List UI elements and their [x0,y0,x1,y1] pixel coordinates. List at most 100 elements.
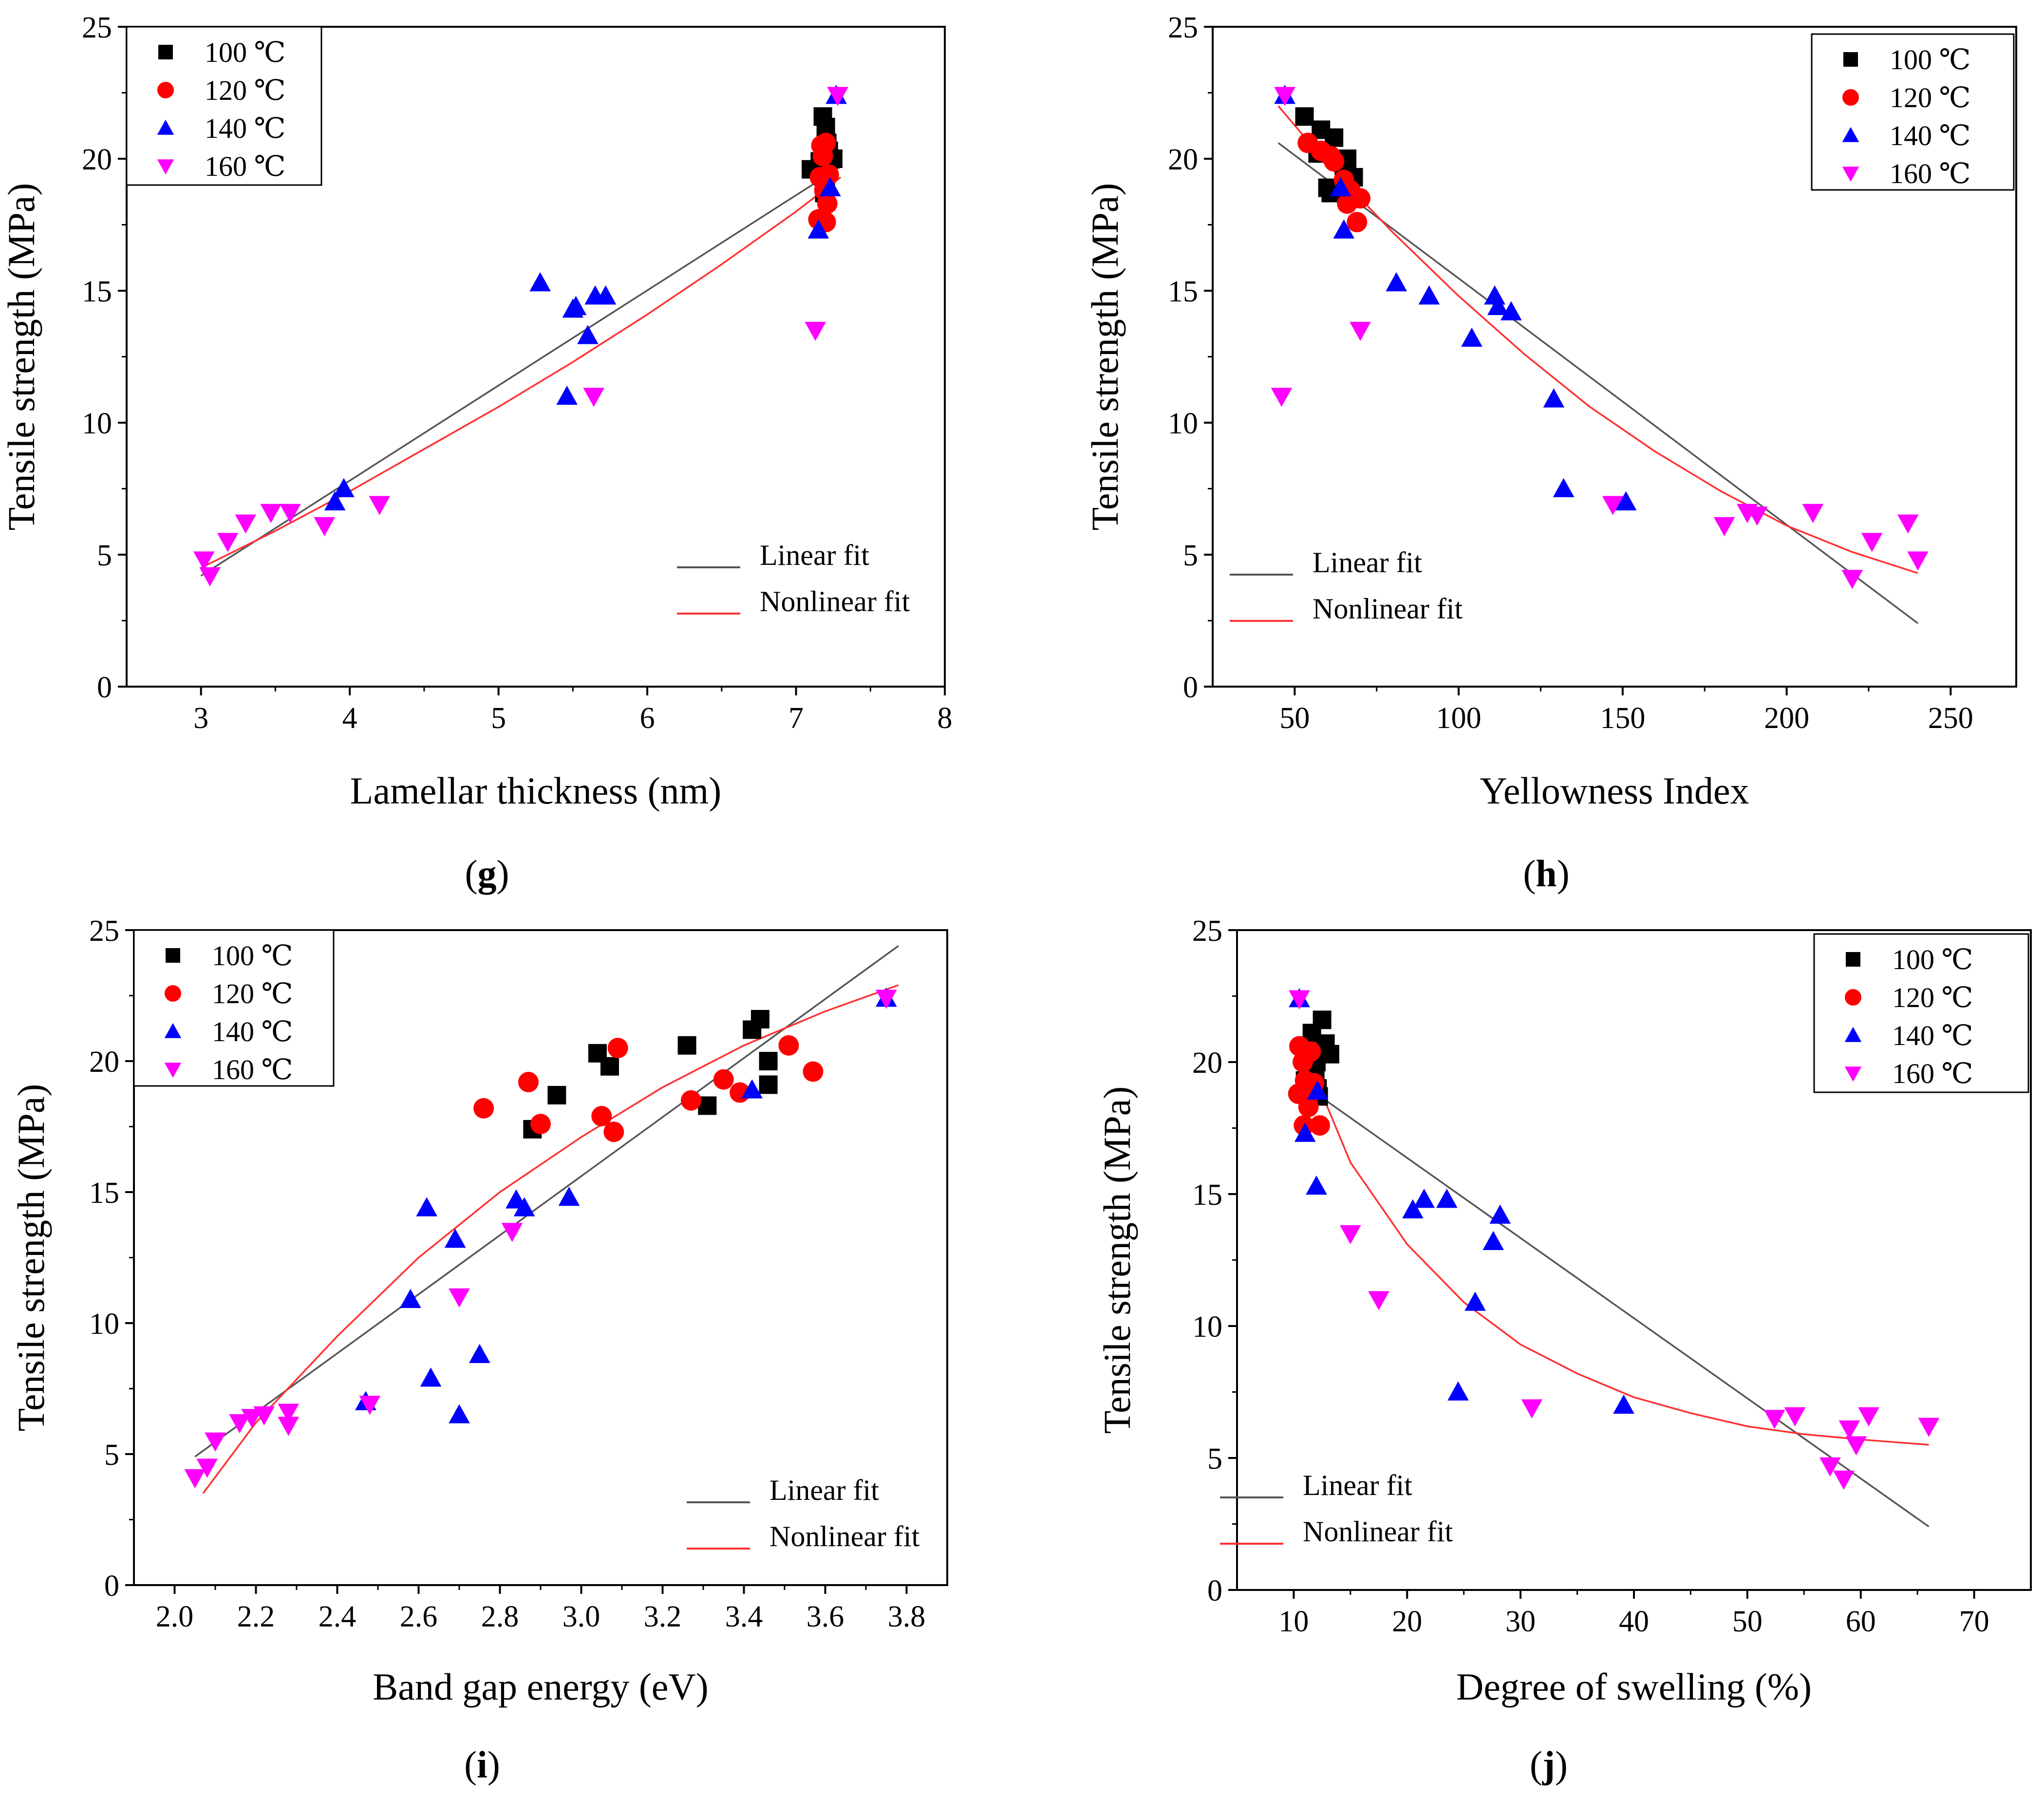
legend-marker-4 [1844,1066,1862,1082]
legend-label: 100 ℃ [1890,44,1970,75]
data-point-1 [1320,1045,1339,1064]
data-point-3 [1413,1188,1435,1208]
data-point-3 [1306,1175,1327,1195]
x-tick-label: 7 [788,702,804,735]
data-point-1 [547,1085,566,1104]
x-tick-label: 3.6 [806,1600,844,1633]
data-point-2 [530,1114,551,1135]
panel-label: (i) [464,1743,500,1786]
data-point-4 [1907,551,1929,571]
y-tick-label: 0 [97,671,112,704]
fit-legend-label: Linear fit [1303,1469,1412,1501]
data-point-1 [677,1036,696,1055]
legend-marker-3 [1842,127,1859,142]
data-point-4 [278,1417,300,1436]
data-point-2 [1337,193,1358,214]
data-point-3 [1436,1188,1458,1208]
data-point-4 [1271,388,1293,407]
y-tick-label: 0 [104,1570,119,1603]
data-point-3 [333,478,355,497]
data-point-3 [807,219,829,239]
data-point-3 [1487,296,1509,315]
data-point-3 [1402,1199,1424,1218]
panel-paren-open: ( [1530,1743,1542,1786]
legend-label: 120 ℃ [212,978,293,1009]
y-tick-label: 20 [1168,143,1198,176]
legend-marker-1 [166,948,180,963]
data-point-4 [1833,1470,1855,1490]
data-point-4 [1521,1399,1543,1419]
y-tick-label: 20 [1192,1046,1222,1080]
x-tick-label: 3 [193,702,208,735]
data-point-4 [359,1396,381,1415]
x-tick-label: 60 [1846,1605,1876,1638]
panel-paren-open: ( [1523,852,1536,895]
x-tick-label: 40 [1619,1605,1649,1638]
y-tick-label: 15 [89,1177,119,1210]
data-point-4 [875,990,897,1009]
chart-panel-g: 0 5 10 15 20 25 3 4 5 6 7 8 Lamellar thickness (nm) T… [0,11,953,895]
data-point-4 [193,551,215,571]
data-point-4 [280,504,301,523]
data-point-4 [1819,1457,1841,1477]
legend-marker-2 [1842,89,1859,106]
data-point-2 [607,1038,628,1059]
data-point-2 [803,1061,824,1082]
fit-legend-label: Linear fit [760,539,869,571]
x-tick-label: 3.8 [888,1600,926,1633]
y-axis-title: Tensile strength (MPa) [10,1084,52,1432]
legend-label: 160 ℃ [212,1054,293,1085]
legend-marker-2 [165,985,181,1002]
data-point-4 [1602,496,1624,515]
panel-label: (j) [1530,1743,1568,1786]
data-point-3 [741,1079,763,1099]
data-point-4 [241,1409,263,1428]
panel-letter: h [1536,852,1556,895]
data-point-3 [1613,1394,1634,1414]
x-tick-label: 3.2 [644,1600,682,1633]
legend-marker-3 [164,1023,182,1038]
x-tick-label: 2.6 [400,1600,438,1633]
chart-panel-j: 0 5 10 15 20 25 10 20 30 40 50 60 70 Degree of swelli… [1096,915,2032,1786]
x-tick-label: 8 [938,702,953,735]
x-tick-label: 50 [1732,1605,1763,1638]
data-point-3 [1447,1381,1469,1401]
data-point-2 [713,1069,734,1090]
linear-fit-line [194,945,899,1458]
data-point-3 [420,1367,442,1387]
data-point-2 [809,167,830,187]
nonlinear-fit-line [200,176,842,569]
panel-letter: g [478,852,497,895]
y-tick-label: 10 [1192,1310,1222,1344]
data-point-2 [1309,1115,1330,1136]
panel-label: (h) [1523,852,1569,895]
data-point-4 [1713,517,1735,537]
data-point-4 [805,321,826,341]
chart-panel-h: 0 5 10 15 20 25 50 100 150 200 250 Yellowness Index… [1084,11,2017,895]
y-tick-label: 25 [1168,11,1198,44]
panel-letter: i [477,1743,488,1786]
x-tick-label: 10 [1278,1605,1309,1638]
y-tick-label: 0 [1183,671,1198,704]
x-tick-label: 3.4 [725,1600,763,1633]
fit-legend-label: Nonlinear fit [1313,593,1463,625]
data-point-2 [1324,151,1345,172]
y-tick-label: 5 [104,1439,119,1472]
data-point-3 [1330,177,1351,197]
data-point-4 [253,1406,275,1426]
nonlinear-fit-line [1277,105,1918,574]
x-axis-title: Degree of swelling (%) [1456,1665,1812,1708]
data-point-4 [235,514,257,534]
data-point-3 [1294,1122,1316,1142]
legend-label: 120 ℃ [1892,982,1973,1013]
data-point-2 [680,1090,701,1111]
fit-legend-label: Nonlinear fit [1303,1515,1453,1548]
panel-paren-open: ( [464,1743,477,1786]
data-point-4 [1858,1407,1879,1427]
data-point-3 [1489,1204,1511,1224]
y-tick-label: 25 [82,11,112,44]
data-point-2 [603,1121,624,1142]
panel-paren-close: ) [488,1743,500,1786]
x-tick-label: 150 [1600,702,1645,735]
